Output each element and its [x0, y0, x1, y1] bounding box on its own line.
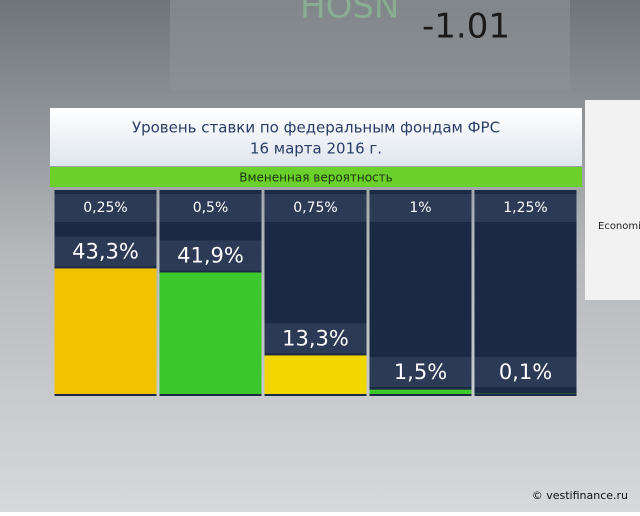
category-label: 1% — [409, 200, 431, 216]
screen-text: Economic — [598, 221, 640, 232]
value-label: 43,3% — [72, 239, 139, 263]
value-label: 0,1% — [499, 360, 552, 384]
category-label: 0,5% — [193, 200, 229, 216]
bar — [160, 272, 262, 394]
bar — [370, 390, 472, 394]
header: Вмененная вероятность — [239, 171, 392, 185]
value-label: 41,9% — [177, 243, 244, 267]
ticker: HOSN — [300, 0, 399, 27]
quote: -1.01 — [422, 7, 510, 47]
credit: © vestifinance.ru — [532, 489, 628, 502]
category-label: 0,25% — [83, 200, 127, 216]
value-label: 1,5% — [394, 360, 447, 384]
category-label: 0,75% — [293, 200, 337, 216]
chart-title: Уровень ставки по федеральным фондам ФРС — [132, 119, 500, 137]
category-label: 1,25% — [503, 200, 547, 216]
bar — [55, 268, 157, 394]
chart-subtitle: 16 марта 2016 г. — [250, 140, 382, 158]
value-label: 13,3% — [282, 326, 349, 350]
side-screen — [585, 100, 640, 300]
bar — [265, 355, 367, 394]
